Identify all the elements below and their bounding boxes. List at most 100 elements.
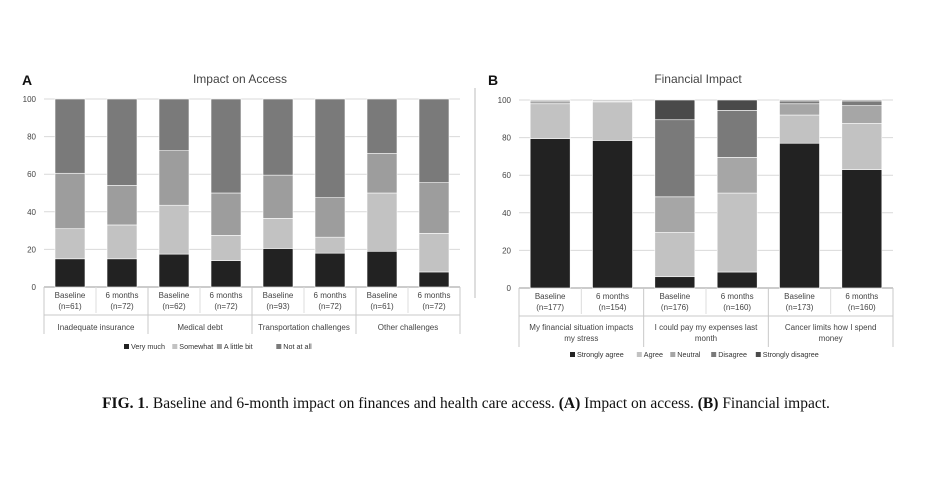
panel-a-ytick-label: 20 — [27, 245, 36, 254]
panel-b-n-label: (n=173) — [786, 303, 814, 312]
panel-a-category-label: Baseline — [55, 291, 86, 300]
panel-b-bar-agree — [654, 232, 696, 278]
panel-b-bar-disagree — [592, 99, 633, 102]
panel-a-bar-somewhat — [210, 235, 242, 261]
panel-b-category-label: 6 months — [845, 292, 878, 301]
panel-a-legend-swatch-somewhat — [172, 344, 178, 349]
panel-a-bar-a-little-bit — [262, 174, 294, 219]
panel-a-n-label: (n=72) — [422, 302, 446, 311]
panel-b-legend-label-neutral: Neutral — [677, 350, 701, 359]
panel-b-bar-agree — [841, 123, 883, 170]
panel-a-bar-very-much — [366, 250, 398, 288]
panel-a-category-label: 6 months — [210, 291, 243, 300]
panel-b-legend-label-disagree: Disagree — [718, 350, 747, 359]
panel-a-legend-swatch-a-little-bit — [216, 344, 222, 349]
panel-b-bar-agree — [779, 114, 820, 144]
panel-b-ytick-label: 80 — [502, 134, 511, 143]
panel-a-bar-not-at-all — [106, 98, 138, 186]
panel-b-category-label: Baseline — [535, 292, 566, 301]
panel-a-legend-swatch-very-much — [124, 344, 129, 349]
panel-b-group-label: my stress — [564, 334, 598, 343]
panel-b-bar-neutral — [841, 105, 883, 124]
panel-b-n-label: (n=160) — [848, 303, 876, 312]
panel-a-bar-somewhat — [418, 233, 450, 273]
panel-b-bar-strongly-agree — [592, 140, 633, 289]
caption-fig-label: FIG. 1 — [102, 395, 146, 412]
panel-b-group-label: Cancer limits how I spend — [785, 323, 877, 332]
panel-b-group-label: My financial situation impacts — [529, 323, 633, 332]
panel-a-bar-very-much — [54, 258, 86, 288]
panel-a-bar-very-much — [158, 253, 190, 288]
panel-a-n-label: (n=72) — [318, 302, 342, 311]
panel-a-group-label: Inadequate insurance — [58, 323, 136, 332]
panel-a-n-label: (n=72) — [214, 302, 238, 311]
panel-a-bar-very-much — [418, 271, 450, 288]
panel-a-bar-not-at-all — [262, 98, 294, 176]
panel-a-category-label: Baseline — [367, 291, 398, 300]
panel-a-bar-somewhat — [314, 236, 346, 254]
panel-a-group-label: Transportation challenges — [258, 323, 350, 332]
caption-text: . Baseline and 6-month impact on finance… — [145, 395, 559, 412]
panel-a-title: Impact on Access — [193, 72, 287, 86]
panel-b-legend-swatch-agree — [636, 352, 642, 357]
panel-b-legend-label-strongly-disagree: Strongly disagree — [763, 350, 819, 359]
panel-a-bar-very-much — [262, 248, 294, 288]
panel-a-legend-label-a-little-bit: A little bit — [224, 342, 253, 351]
caption-a-label: (A) — [558, 395, 581, 412]
panel-b-category-label: 6 months — [721, 292, 754, 301]
panel-a-bar-very-much — [314, 252, 346, 288]
panel-b-bar-agree — [592, 101, 633, 141]
panel-a-category-label: Baseline — [159, 291, 190, 300]
panel-a-bar-not-at-all — [210, 98, 242, 194]
panel-b-legend-label-strongly-agree: Strongly agree — [577, 350, 624, 359]
panel-b-legend-swatch-strongly-disagree — [755, 352, 761, 357]
panel-b-n-label: (n=177) — [536, 303, 564, 312]
panel-a-category-label: Baseline — [263, 291, 294, 300]
panel-a-legend-swatch-not-at-all — [276, 344, 282, 349]
panel-b-ytick-label: 40 — [502, 209, 511, 218]
panel-b-bar-disagree — [654, 119, 696, 198]
panel-b-n-label: (n=176) — [661, 303, 689, 312]
panel-b-bar-strongly-agree — [779, 142, 820, 289]
panel-a-bar-somewhat — [366, 192, 398, 252]
panel-a-bar-a-little-bit — [106, 185, 138, 226]
panel-a-bar-very-much — [106, 258, 138, 288]
panel-a-bar-a-little-bit — [366, 153, 398, 194]
panel-a-bar-a-little-bit — [314, 197, 346, 238]
panel-a-n-label: (n=61) — [58, 302, 82, 311]
panel-b-group-label: money — [819, 334, 843, 343]
panel-a-bar-not-at-all — [158, 98, 190, 152]
panel-b-ytick-label: 0 — [507, 284, 512, 293]
panel-a-bar-a-little-bit — [158, 150, 190, 206]
caption-text-b: Financial impact. — [718, 395, 830, 412]
panel-b-label: B — [488, 72, 498, 88]
panel-b-n-label: (n=160) — [723, 303, 751, 312]
panel-b-bar-neutral — [654, 196, 696, 233]
panel-a-ytick-label: 60 — [27, 170, 36, 179]
panel-a-bar-a-little-bit — [418, 182, 450, 234]
panel-b-bar-strongly-agree — [654, 276, 696, 289]
panel-b-legend-label-agree: Agree — [644, 350, 663, 359]
panel-b-n-label: (n=154) — [599, 303, 627, 312]
panel-a-n-label: (n=62) — [162, 302, 186, 311]
panel-a-bar-not-at-all — [314, 98, 346, 198]
figure-canvas: A Impact on Access 0 20 40 60 80 100 Baseline (n=… — [22, 72, 894, 359]
panel-a-group-label: Medical debt — [177, 323, 223, 332]
panel-a-bar-somewhat — [158, 204, 190, 255]
panel-b-ytick-label: 60 — [502, 171, 511, 180]
panel-a-legend-label-very-much: Very much — [131, 342, 165, 351]
panel-a-bar-not-at-all — [366, 98, 398, 154]
panel-b-category-label: 6 months — [596, 292, 629, 301]
panel-a-ytick-label: 80 — [27, 133, 36, 142]
panel-b-title: Financial Impact — [654, 72, 742, 86]
panel-b-bar-neutral — [716, 157, 758, 194]
panel-b-bar-agree — [716, 192, 758, 273]
panel-b-bar-disagree — [779, 100, 820, 105]
panel-a-bar-a-little-bit — [210, 192, 242, 236]
panel-b-bar-strongly-disagree — [654, 99, 696, 121]
panel-b-bar-neutral — [529, 100, 571, 105]
panel-b-group-label: month — [695, 334, 717, 343]
panel-b-bar-strongly-disagree — [716, 99, 758, 111]
panel-b-ytick-label: 20 — [502, 246, 511, 255]
panel-b-bar-strongly-agree — [841, 169, 883, 289]
